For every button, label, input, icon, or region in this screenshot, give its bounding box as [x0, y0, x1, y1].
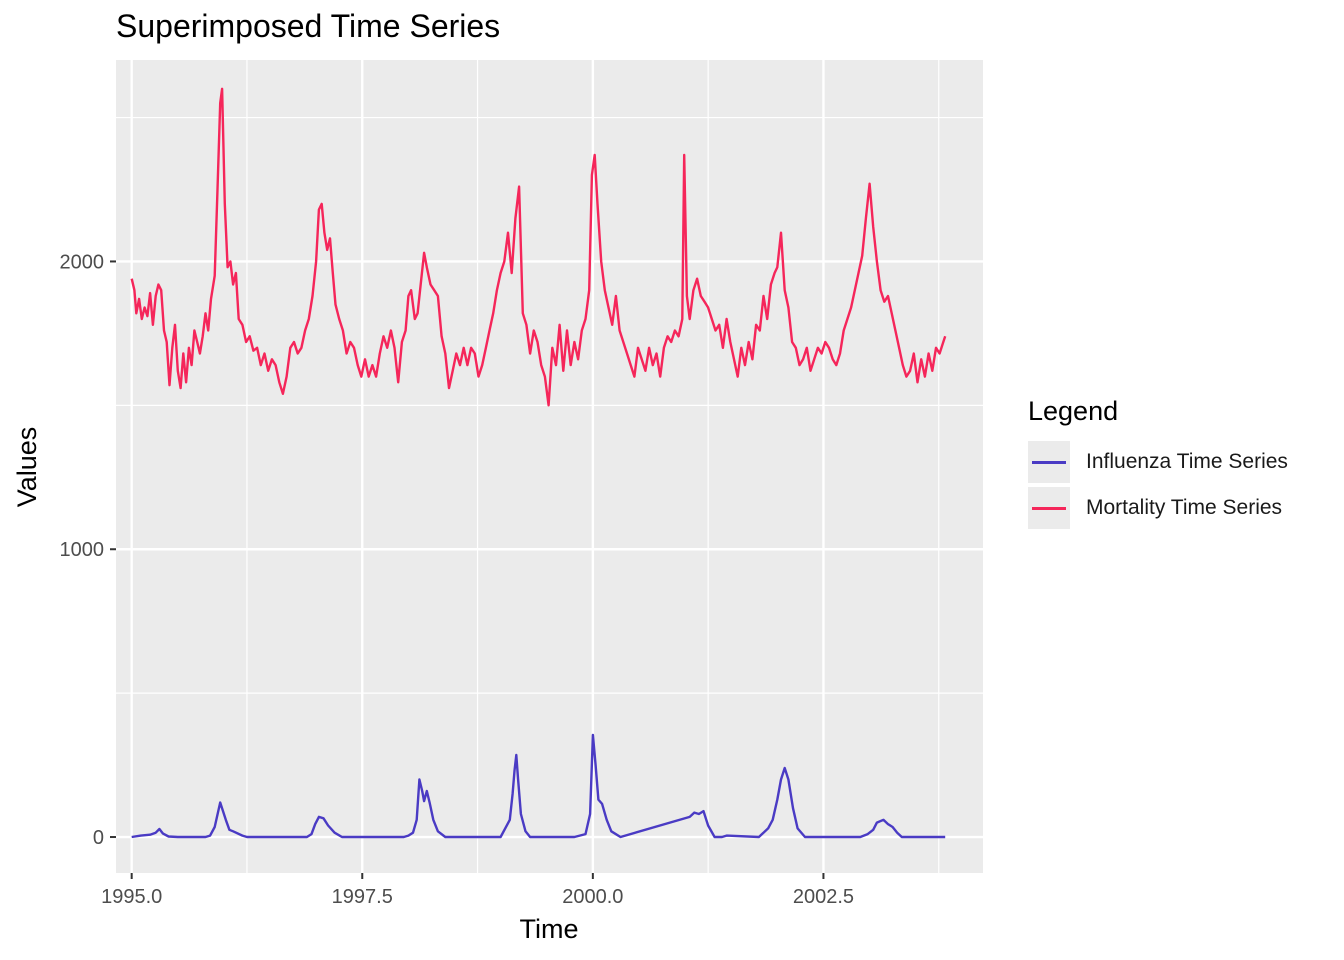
- x-tick-label: 1995.0: [101, 886, 162, 908]
- y-tick-label: 1000: [60, 539, 105, 561]
- chart-title: Superimposed Time Series: [116, 8, 501, 44]
- axes: 1995.0 1997.5 2000.0 2002.5 0 1000 2000: [60, 251, 855, 908]
- legend: Legend Influenza Time Series Mortality T…: [1028, 396, 1288, 531]
- x-tick-label: 1997.5: [332, 886, 393, 908]
- y-axis-label: Values: [12, 427, 42, 508]
- x-tick-label: 2000.0: [562, 886, 623, 908]
- series-line-mortality: [130, 87, 947, 407]
- y-tick-label: 2000: [60, 251, 105, 273]
- legend-item-mortality: Mortality Time Series: [1028, 485, 1288, 531]
- legend-key-influenza: [1028, 441, 1070, 483]
- x-tick-label: 2002.5: [793, 886, 854, 908]
- x-axis-label: Time: [520, 914, 579, 944]
- series-line-influenza: [131, 733, 946, 839]
- legend-item-influenza: Influenza Time Series: [1028, 439, 1288, 485]
- legend-title: Legend: [1028, 396, 1119, 426]
- plot-panel: [116, 60, 983, 873]
- legend-key-mortality: [1028, 487, 1070, 529]
- legend-label-influenza: Influenza Time Series: [1086, 450, 1288, 473]
- legend-label-mortality: Mortality Time Series: [1086, 496, 1283, 519]
- series-lines: [130, 87, 947, 839]
- y-tick-label: 0: [93, 827, 104, 849]
